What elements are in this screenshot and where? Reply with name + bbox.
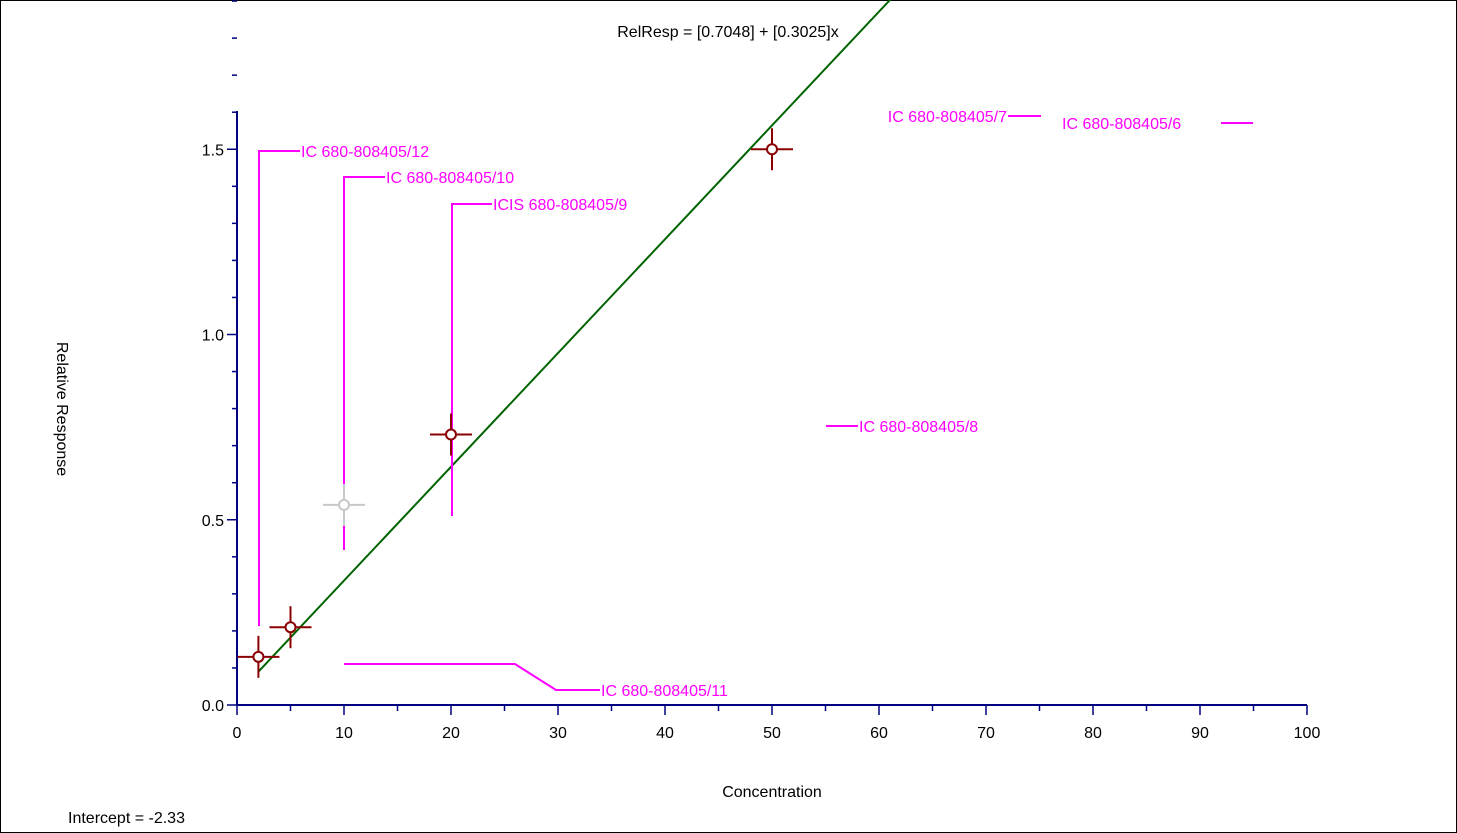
y-tick-label: 0.0 xyxy=(202,698,224,715)
label-ic-8: IC 680-808405/8 xyxy=(859,419,978,436)
leader-icis-9 xyxy=(451,203,492,516)
x-axis-label: Concentration xyxy=(722,784,822,801)
leader-ic-10 xyxy=(343,176,385,550)
point-marker xyxy=(284,621,297,634)
data-point xyxy=(430,413,472,456)
point-marker xyxy=(252,650,265,663)
point-marker xyxy=(766,143,778,156)
leader-ic-12 xyxy=(258,150,300,626)
data-point xyxy=(751,128,793,171)
label-ic-12: IC 680-808405/12 xyxy=(301,144,429,161)
x-tick-label: 90 xyxy=(1191,725,1209,742)
x-tick-label: 80 xyxy=(1084,725,1102,742)
label-icis-9: ICIS 680-808405/9 xyxy=(493,197,627,214)
fit-line xyxy=(257,0,892,673)
x-tick-label: 0 xyxy=(233,725,242,742)
data-point xyxy=(237,635,280,678)
y-axis-label: Relative Response xyxy=(53,342,70,476)
y-tick-label: 0.5 xyxy=(202,513,224,530)
y-tick-label: 1.0 xyxy=(202,328,224,345)
y-tick-label: 1.5 xyxy=(202,142,224,159)
intercept-note: Intercept = -2.33 xyxy=(68,810,185,827)
data-point xyxy=(269,606,312,649)
axes: 01020304050607080901000.00.51.01.52.02.5… xyxy=(202,0,1321,742)
point-marker xyxy=(445,428,457,441)
point-marker xyxy=(338,498,350,511)
label-ic-10: IC 680-808405/10 xyxy=(386,170,514,187)
x-tick-label: 20 xyxy=(442,725,460,742)
x-tick-label: 60 xyxy=(870,725,888,742)
x-tick-label: 30 xyxy=(549,725,567,742)
x-tick-label: 70 xyxy=(977,725,995,742)
x-tick-label: 100 xyxy=(1294,725,1321,742)
x-tick-label: 50 xyxy=(763,725,781,742)
data-points xyxy=(237,128,793,678)
x-tick-label: 40 xyxy=(656,725,674,742)
chart-title: RelResp = [0.7048] + [0.3025]x xyxy=(617,24,838,41)
fit-line-group xyxy=(257,0,892,673)
annotations: IC 680-808405/12 IC 680-808405/10 ICIS 680… xyxy=(258,109,1253,700)
leader-ic-11 xyxy=(344,663,600,691)
label-ic-6: IC 680-808405/6 xyxy=(1062,116,1181,133)
x-tick-label: 10 xyxy=(335,725,353,742)
excluded-data-point xyxy=(323,483,365,526)
label-ic-11: IC 680-808405/11 xyxy=(601,683,728,700)
label-ic-7: IC 680-808405/7 xyxy=(888,109,1007,126)
